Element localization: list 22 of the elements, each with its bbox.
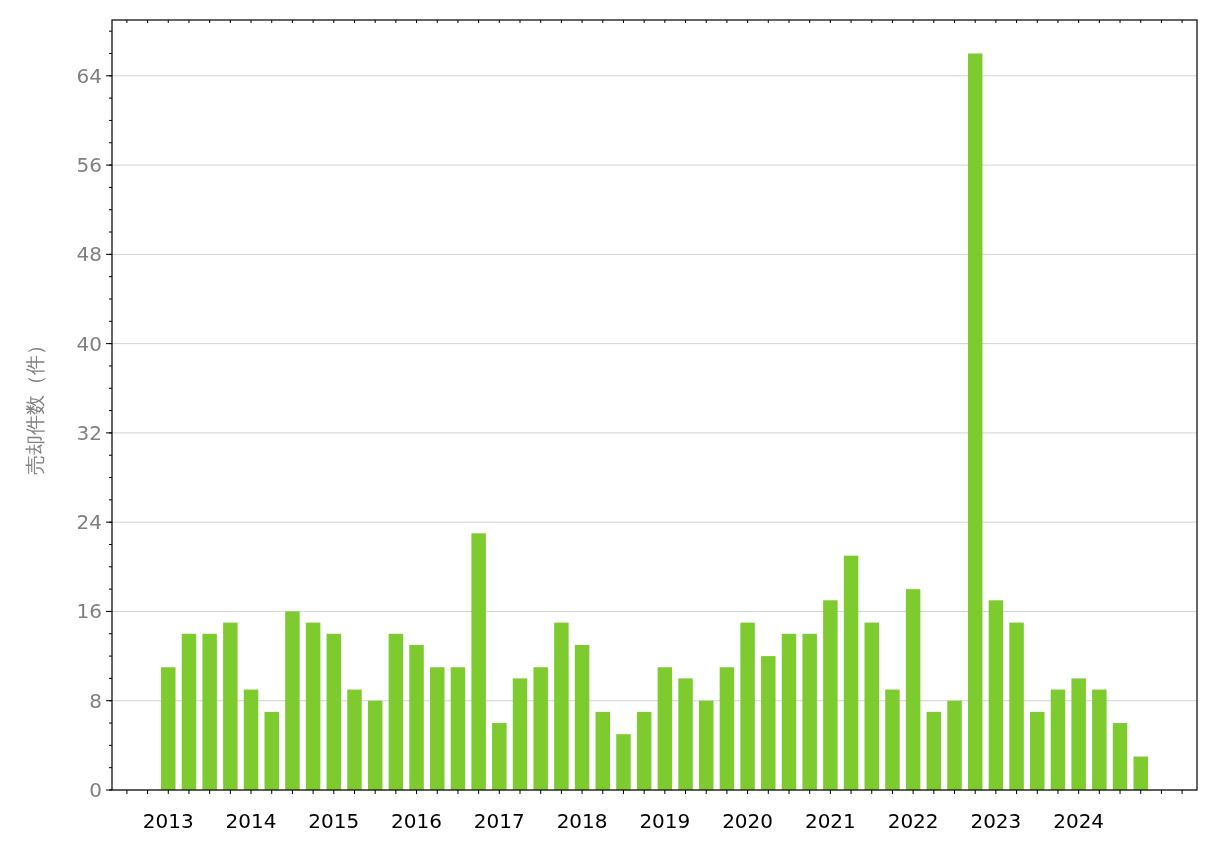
x-tick-label: 2013 (142, 809, 194, 833)
y-tick-label: 56 (76, 153, 102, 178)
x-tick-label: 2024 (1053, 809, 1105, 833)
y-tick-label: 8 (89, 688, 102, 713)
y-tick-label: 0 (89, 778, 102, 802)
x-tick-label: 2023 (970, 809, 1022, 833)
y-tick-label: 24 (76, 510, 102, 535)
x-tick-label: 2019 (639, 809, 691, 833)
x-tick-label: 2021 (804, 809, 856, 833)
x-tick-label: 2016 (391, 809, 443, 833)
y-tick-label: 48 (76, 242, 102, 267)
y-tick-label: 16 (76, 599, 102, 624)
x-tick-label: 2022 (887, 809, 939, 833)
y-axis-title: 売却件数（件） (23, 335, 47, 475)
x-tick-label: 2018 (556, 809, 608, 833)
x-tick-label: 2017 (473, 809, 525, 833)
x-tick-label: 2015 (308, 809, 360, 833)
y-tick-label: 64 (76, 63, 102, 88)
y-tick-label: 40 (76, 331, 102, 356)
x-tick-label: 2020 (722, 809, 774, 833)
y-tick-label: 32 (76, 420, 102, 445)
x-tick-label: 2014 (225, 809, 277, 833)
